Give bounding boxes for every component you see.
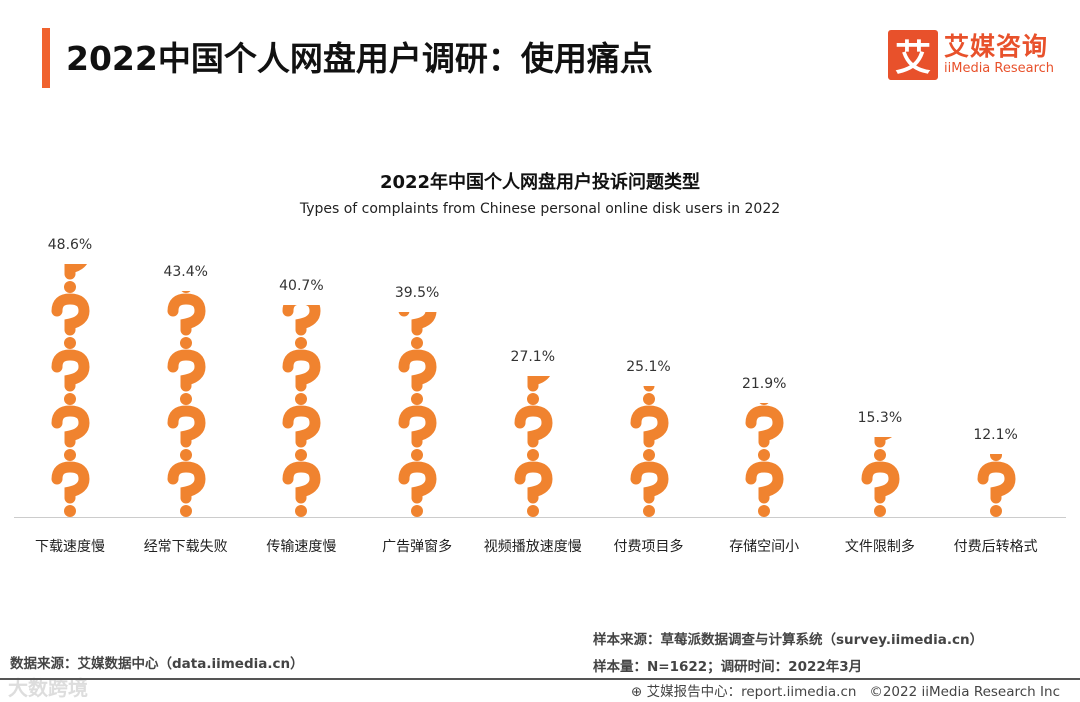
question-mark-icon <box>630 405 669 461</box>
data-label: 27.1% <box>510 349 556 366</box>
question-mark-icon <box>51 405 90 461</box>
question-mark-icon <box>282 305 321 349</box>
bar-2 <box>278 305 324 517</box>
report-link: 艾媒报告中心：report.iimedia.cn <box>646 684 857 700</box>
iimedia-logo: 艾 艾媒咨询 iiMedia Research <box>888 30 1054 80</box>
bar-7 <box>857 437 903 517</box>
question-mark-icon <box>514 461 553 517</box>
x-axis-line <box>14 517 1066 518</box>
copyright: ©2022 iiMedia Research Inc <box>869 684 1060 700</box>
question-mark-icon <box>398 349 437 405</box>
category-label: 付费后转格式 <box>953 539 1038 555</box>
data-label: 43.4% <box>163 264 208 281</box>
question-mark-icon <box>745 405 784 461</box>
question-mark-icon <box>282 405 321 461</box>
question-mark-icon <box>64 264 87 293</box>
question-mark-icon <box>282 349 321 405</box>
category-label: 付费项目多 <box>613 539 684 555</box>
question-mark-icon <box>51 293 90 349</box>
page-title: 2022中国个人网盘用户调研：使用痛点 <box>66 39 653 78</box>
bar-1 <box>163 291 209 517</box>
category-label: 广告弹窗多 <box>382 539 453 555</box>
question-mark-icon <box>181 291 190 293</box>
question-mark-icon <box>642 386 655 405</box>
question-mark-icon <box>861 461 900 517</box>
question-mark-icon <box>398 405 437 461</box>
data-label: 39.5% <box>394 284 440 301</box>
chart-title: 2022年中国个人网盘用户投诉问题类型 <box>379 172 701 193</box>
watermark: 大数跨境 <box>8 676 88 700</box>
question-mark-icon <box>167 405 206 461</box>
bar-6 <box>741 403 787 517</box>
question-mark-icon <box>989 454 1002 461</box>
chart-subtitle: Types of complaints from Chinese persona… <box>299 201 781 217</box>
question-mark-icon <box>977 461 1016 517</box>
question-mark-icon <box>398 311 437 349</box>
sample-source: 样本来源：草莓派数据调查与计算系统（survey.iimedia.cn） <box>593 632 984 648</box>
data-label: 40.7% <box>279 278 324 295</box>
sample-info: 样本量：N=1622；调研时间：2022年3月 <box>593 659 863 675</box>
category-label: 传输速度慢 <box>266 539 337 555</box>
question-mark-icon <box>759 403 769 405</box>
logo-en: iiMedia Research <box>944 61 1055 76</box>
question-mark-icon <box>873 437 892 461</box>
question-mark-icon <box>526 376 550 405</box>
category-label: 下载速度慢 <box>35 539 105 555</box>
logo-cn: 艾媒咨询 <box>944 32 1049 61</box>
question-mark-icon <box>167 461 206 517</box>
bar-0 <box>47 264 93 517</box>
data-label: 15.3% <box>857 410 903 427</box>
footer-right: ⊕ 艾媒报告中心：report.iimedia.cn ©2022 iiMedia… <box>631 680 1060 700</box>
question-mark-icon <box>398 461 437 517</box>
category-label: 存储空间小 <box>729 539 800 555</box>
question-mark-icon <box>51 461 90 517</box>
data-label: 25.1% <box>626 359 671 376</box>
question-mark-icon <box>167 349 206 405</box>
question-mark-icon <box>167 293 206 349</box>
question-mark-icon <box>282 461 321 517</box>
data-source: 数据来源：艾媒数据中心（data.iimedia.cn） <box>10 656 304 672</box>
bar-8 <box>973 454 1019 517</box>
bar-4 <box>510 376 556 517</box>
category-label: 视频播放速度慢 <box>483 539 582 555</box>
title-accent-bar <box>42 28 50 88</box>
question-mark-icon <box>51 349 90 405</box>
question-mark-icon <box>514 405 553 461</box>
category-label: 文件限制多 <box>844 539 915 555</box>
question-mark-icon <box>745 461 784 517</box>
data-label: 12.1% <box>973 427 1018 444</box>
globe-icon: ⊕ <box>631 684 643 700</box>
logo-mark: 艾 <box>888 30 938 80</box>
category-label: 经常下载失败 <box>143 539 228 555</box>
data-label: 48.6% <box>47 237 93 254</box>
footer-divider <box>0 678 1080 680</box>
bar-5 <box>626 386 672 517</box>
data-label: 21.9% <box>741 376 787 393</box>
bar-3 <box>394 311 440 517</box>
question-mark-icon <box>630 461 669 517</box>
